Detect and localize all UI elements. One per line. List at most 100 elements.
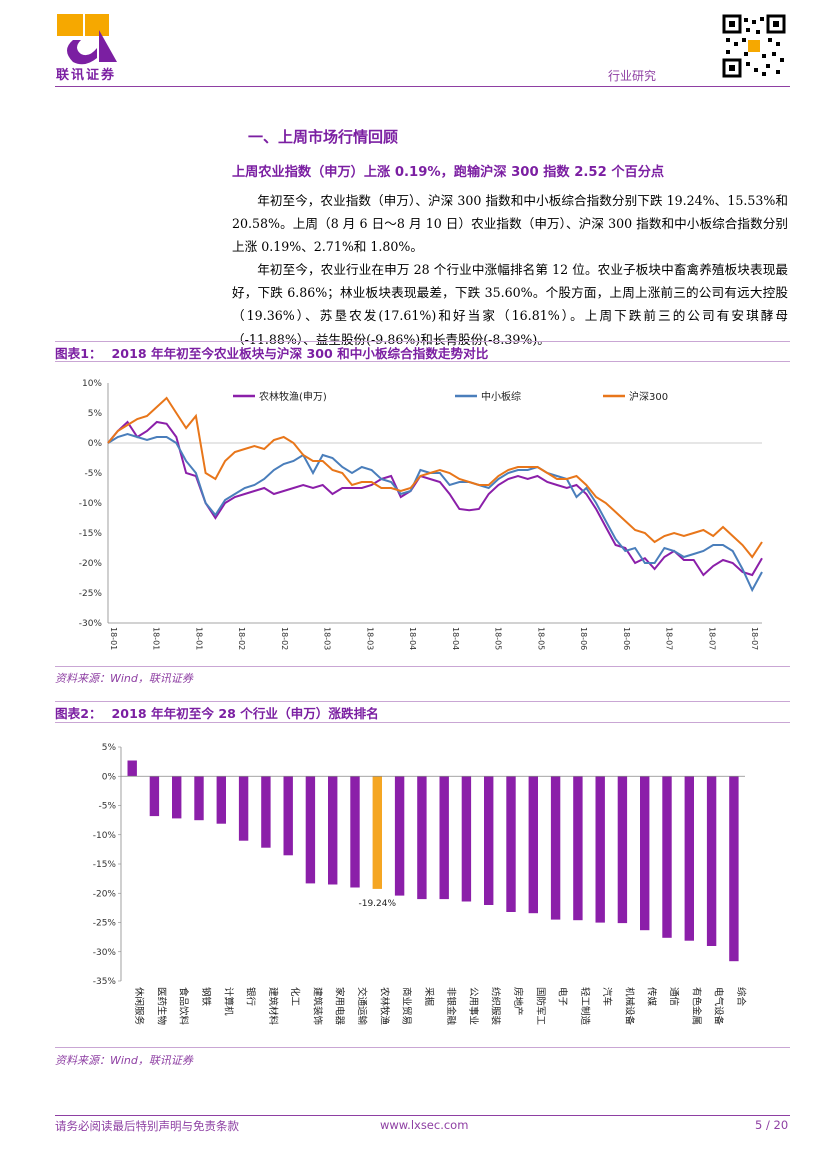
x-tick-label: 食品饮料 xyxy=(178,987,190,1026)
bar xyxy=(216,776,226,824)
figure1-chart: 10% 5% 0% -5% -10% -15% -20% -25% -30% 18-01 18-01… xyxy=(55,363,790,666)
paragraph-2: 年初至今，农业行业在申万 28 个行业中涨幅排名第 12 位。农业子板块中畜禽养… xyxy=(232,262,788,347)
bar xyxy=(662,776,672,938)
data-label: -19.24% xyxy=(358,899,396,909)
figure2-title-text: 2018 年年初至今 28 个行业（申万）涨跌排名 xyxy=(111,706,379,721)
bar xyxy=(350,776,360,888)
bar xyxy=(595,776,605,923)
series-line-0 xyxy=(107,420,763,577)
figure2-top-rule xyxy=(55,701,790,702)
x-tick-label: 国防军工 xyxy=(534,987,546,1026)
x-tick-label: 医药生物 xyxy=(155,987,167,1026)
x-tick-label: 18-01 xyxy=(109,627,118,650)
bar xyxy=(283,776,293,856)
footer-website[interactable]: www.lxsec.com xyxy=(380,1118,469,1132)
bar xyxy=(461,776,472,902)
x-tick-label: 18-04 xyxy=(451,627,460,650)
legend-label: 农林牧渔(申万) xyxy=(259,390,327,403)
bar xyxy=(305,776,316,884)
bar xyxy=(617,776,628,924)
x-tick-label: 电子 xyxy=(557,987,569,1007)
figure2-title-rule xyxy=(55,722,790,723)
paragraph-1: 年初至今，农业指数（申万）、沪深 300 指数和中小板综合指数分别下跌 19.2… xyxy=(232,193,788,255)
y-tick-label: 5% xyxy=(88,409,103,419)
y-tick-label: -10% xyxy=(79,499,103,509)
footer-disclaimer: 请务必阅读最后特别声明与免责条款 xyxy=(55,1119,239,1133)
legend-label: 沪深300 xyxy=(629,390,668,403)
figure2-source: 资料来源：Wind，联讯证券 xyxy=(55,1054,193,1067)
y-tick-label: 5% xyxy=(102,743,117,753)
section-label: 行业研究 xyxy=(608,69,657,83)
bar xyxy=(261,776,271,848)
y-tick-label: -5% xyxy=(98,802,116,812)
x-tick-label: 汽车 xyxy=(601,987,613,1006)
bar xyxy=(194,776,204,821)
figure2-bottom-rule xyxy=(55,1047,790,1048)
figure1-top-rule xyxy=(55,341,790,342)
x-tick-label: 钢铁 xyxy=(200,987,212,1007)
figure1-label: 图表1： xyxy=(55,346,102,361)
x-tick-label: 通信 xyxy=(668,987,680,1006)
section-subtitle: 上周农业指数（申万）上涨 0.19%，跑输沪深 300 指数 2.52 个百分点 xyxy=(232,165,665,180)
x-tick-label: 银行 xyxy=(245,987,257,1007)
x-tick-label: 家用电器 xyxy=(334,987,346,1026)
bar xyxy=(149,776,160,817)
figure1-source: 资料来源：Wind，联讯证券 xyxy=(55,672,193,685)
x-tick-label: 休闲服务 xyxy=(133,987,145,1026)
y-tick-label: -30% xyxy=(93,948,117,958)
bar xyxy=(439,776,449,900)
bar xyxy=(328,776,338,885)
x-tick-label: 交通运输 xyxy=(356,987,368,1026)
company-logo xyxy=(55,10,145,82)
bar xyxy=(729,776,739,962)
x-tick-label: 采掘 xyxy=(423,987,435,1006)
x-tick-label: 18-07 xyxy=(665,627,674,650)
bar xyxy=(506,776,516,912)
x-tick-label: 建筑装饰 xyxy=(311,987,323,1025)
series-line-1 xyxy=(107,432,763,593)
x-tick-label: 18-02 xyxy=(280,627,289,650)
y-tick-label: 0% xyxy=(88,439,103,449)
x-tick-label: 综合 xyxy=(735,987,747,1007)
x-tick-label: 18-01 xyxy=(194,627,203,650)
y-tick-label: -20% xyxy=(93,889,117,899)
legend-label: 中小板综 xyxy=(481,390,521,403)
section-title: 一、上周市场行情回顾 xyxy=(248,128,399,146)
x-tick-label: 化工 xyxy=(289,987,301,1007)
bar xyxy=(417,776,427,900)
y-tick-label: -15% xyxy=(79,529,103,539)
y-tick-label: 10% xyxy=(82,379,102,389)
qr-code-icon xyxy=(722,14,786,78)
x-tick-label: 18-03 xyxy=(365,627,374,650)
x-tick-label: 计算机 xyxy=(222,987,234,1016)
x-tick-label: 轻工制造 xyxy=(579,987,591,1026)
y-tick-label: -20% xyxy=(79,559,103,569)
header-divider xyxy=(55,86,790,87)
bar xyxy=(238,776,249,841)
x-tick-label: 18-02 xyxy=(237,627,246,650)
y-tick-label: -30% xyxy=(79,619,103,629)
y-tick-label: -25% xyxy=(93,919,117,929)
x-tick-label: 18-04 xyxy=(408,627,417,650)
x-tick-label: 传媒 xyxy=(646,987,658,1007)
x-tick-label: 建筑材料 xyxy=(267,987,279,1026)
bar xyxy=(372,776,382,889)
x-tick-label: 电气设备 xyxy=(713,987,725,1026)
y-tick-label: 0% xyxy=(102,772,117,782)
bar xyxy=(172,776,182,819)
x-tick-label: 18-07 xyxy=(750,627,759,650)
bar xyxy=(640,776,650,931)
bar-chart: 5% 0% -5% -10% -15% -20% -25% -30% -35% 休闲服务 医药生物食… xyxy=(93,743,747,1026)
bar xyxy=(550,776,561,920)
figure2-title: 图表2： 2018 年年初至今 28 个行业（申万）涨跌排名 xyxy=(55,703,790,722)
figure1-title: 图表1： 2018 年年初至今农业板块与沪深 300 和中小板综合指数走势对比 xyxy=(55,343,790,362)
bar xyxy=(127,760,137,777)
x-tick-label: 公用事业 xyxy=(467,987,479,1025)
footer-page-number: 5 / 20 xyxy=(755,1118,789,1132)
bar xyxy=(394,776,405,896)
x-tick-label: 非银金融 xyxy=(445,987,457,1026)
x-tick-label: 18-07 xyxy=(707,627,716,650)
x-tick-label: 18-06 xyxy=(622,627,631,650)
x-tick-label: 18-06 xyxy=(579,627,588,650)
series-line-2 xyxy=(107,396,763,559)
